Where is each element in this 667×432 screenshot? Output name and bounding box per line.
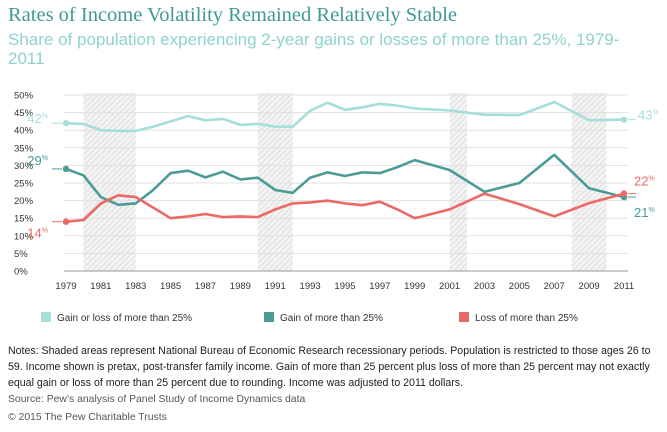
x-tick-label: 1983 (125, 281, 146, 292)
series-line-2 (64, 192, 626, 223)
chart-subtitle: Share of population experiencing 2-year … (8, 30, 620, 68)
x-tick-label: 1997 (369, 281, 390, 292)
chart-notes: Notes: Shaded areas represent National B… (8, 345, 651, 389)
x-tick-label: 1995 (334, 281, 355, 292)
x-tick-label: 2007 (544, 281, 565, 292)
y-tick-label: 40% (14, 126, 34, 137)
series-end-point-0 (620, 116, 628, 123)
x-tick-label: 2005 (509, 281, 530, 292)
y-tick-label: 0% (14, 267, 28, 278)
gridlines (64, 94, 628, 272)
x-tick-label: 1987 (195, 281, 216, 292)
y-tick-label: 10% (14, 231, 34, 242)
series-start-point-2 (62, 218, 70, 225)
legend-label-0: Gain or loss of more than 25% (57, 313, 192, 324)
legend-swatch-2 (459, 312, 469, 322)
legend-swatch-1 (264, 312, 274, 322)
end-label-0: 42% (27, 111, 48, 126)
legend-swatch-0 (41, 312, 51, 322)
y-axis: 0% 5% 10% 15% 20% 25% 30% 35% 40% 45% 50% (14, 91, 34, 278)
recession-band-3 (449, 93, 468, 271)
end-label-3: 21% (634, 205, 655, 220)
y-tick-label: 15% (14, 214, 34, 225)
y-tick-label: 30% (14, 161, 34, 172)
x-tick-label: 1981 (90, 281, 111, 292)
recession-band-1 (100, 93, 136, 271)
x-tick-label: 1993 (300, 281, 321, 292)
x-tick-label: 1991 (265, 281, 286, 292)
end-label-4: 14% (27, 226, 48, 241)
y-tick-label: 45% (14, 108, 34, 119)
y-tick-label: 35% (14, 143, 34, 154)
x-tick-label: 1989 (230, 281, 251, 292)
end-label-1: 43% (638, 108, 659, 123)
y-tick-label: 5% (14, 249, 28, 260)
x-tick-label: 2003 (474, 281, 495, 292)
x-axis: 1979 1981 1983 1985 1987 1989 1991 1993 1995 1997… (55, 281, 634, 292)
x-tick-label: 2001 (439, 281, 460, 292)
chart-title: Rates of Income Volatility Remained Rela… (8, 4, 458, 26)
recession-band-4 (571, 93, 607, 271)
copyright: © 2015 The Pew Charitable Trusts (8, 412, 167, 423)
legend-label-2: Loss of more than 25% (475, 313, 578, 324)
x-tick-label: 1999 (404, 281, 425, 292)
y-tick-label: 20% (14, 196, 34, 207)
x-tick-label: 2011 (614, 281, 634, 292)
y-tick-label: 50% (14, 91, 34, 102)
chart-source: Source: Pew’s analysis of Panel Study of… (8, 394, 306, 405)
series-start-point-0 (62, 119, 70, 127)
legend: Gain or loss of more than 25% Gain of mor… (41, 312, 578, 324)
series-start-point-1 (62, 165, 70, 173)
series-end-point-2 (620, 190, 628, 197)
legend-label-1: Gain of more than 25% (280, 313, 383, 324)
series-lines (62, 100, 628, 225)
end-label-2: 29% (27, 153, 48, 168)
end-labels: 42% 43% 29% 21% 14% 22% (27, 108, 658, 241)
y-tick-label: 25% (14, 179, 34, 190)
recession-band-0 (83, 93, 101, 271)
x-tick-label: 2009 (579, 281, 600, 292)
x-tick-label: 1985 (160, 281, 181, 292)
series-line-0 (64, 100, 626, 133)
end-label-5: 22% (634, 174, 655, 189)
series-line-1 (64, 153, 626, 207)
x-tick-label: 1979 (55, 281, 76, 292)
